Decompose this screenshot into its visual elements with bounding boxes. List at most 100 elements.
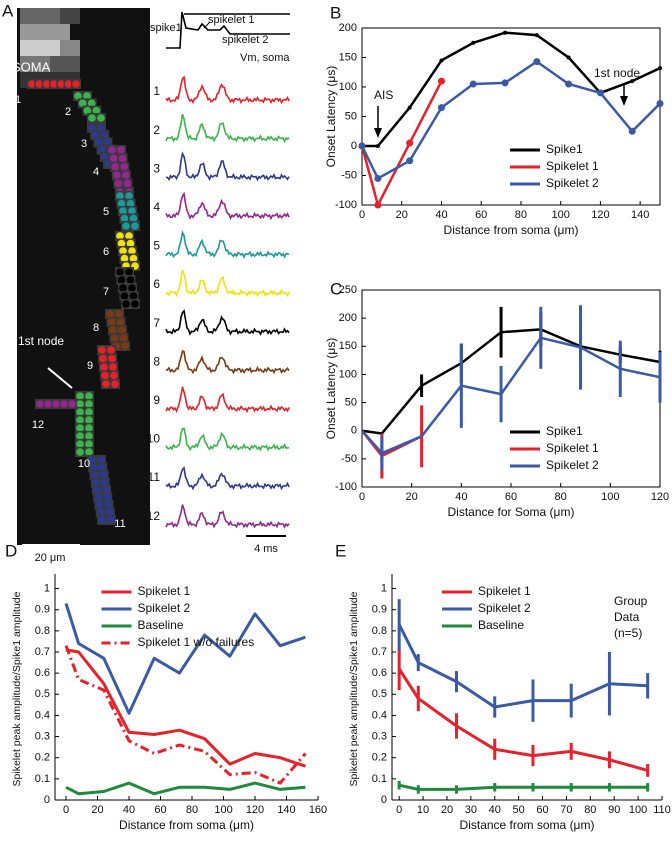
- legend-label: Spikelet 1: [546, 159, 599, 173]
- y-tick-label: 0.3: [372, 730, 387, 742]
- panel-letter: D: [5, 541, 17, 560]
- data-point: [374, 201, 382, 209]
- axon-dot: [78, 99, 87, 108]
- y-tick-label: 0.8: [372, 625, 387, 637]
- data-point: [375, 144, 380, 148]
- trace-label: 11: [148, 470, 161, 484]
- y-axis-label: Onset Latency (μs): [324, 66, 338, 168]
- y-tick-label: 0: [351, 425, 357, 437]
- x-tick-label: 30: [465, 804, 477, 816]
- axon-dot: [88, 456, 96, 464]
- y-axis-label: Spikelet peak amplitude/Spike1 amplitude: [11, 591, 23, 786]
- x-tick-label: 40: [489, 804, 501, 816]
- axon-dot: [90, 471, 99, 479]
- axon-dot: [99, 354, 107, 363]
- axon-dot: [76, 432, 84, 440]
- trace: [165, 191, 290, 221]
- trace: [165, 386, 290, 414]
- axon-dot: [88, 114, 96, 122]
- soma-pixel: [50, 56, 80, 72]
- data-point: [565, 80, 573, 88]
- axon-dot: [85, 432, 93, 440]
- data-point: [469, 80, 477, 88]
- plot-frame: [361, 27, 661, 206]
- x-tick-label: 0: [359, 209, 365, 221]
- trace-label: 12: [147, 509, 161, 523]
- axon-dot: [123, 179, 132, 188]
- segment-label: 9: [87, 360, 93, 372]
- x-tick-label: 20: [406, 491, 418, 503]
- axon-dot: [131, 300, 139, 308]
- data-point: [628, 127, 636, 135]
- axon-dot: [97, 124, 105, 132]
- axon-dot: [76, 448, 84, 456]
- trace-annotation: spikelet 1: [208, 14, 254, 26]
- node-label: 1st node: [18, 334, 64, 348]
- axon-dot: [108, 146, 116, 154]
- axon-dot: [100, 478, 109, 487]
- x-tick-label: 20: [441, 804, 453, 816]
- x-tick-label: 140: [631, 209, 649, 221]
- x-tick-label: 100: [601, 491, 619, 503]
- y-tick-label: -50: [341, 453, 357, 465]
- axon-dot: [115, 310, 123, 318]
- axon-dot: [96, 508, 105, 517]
- axon-dot: [91, 131, 99, 139]
- trace: [165, 504, 290, 529]
- trace-label: 9: [153, 393, 160, 407]
- axon-dot: [94, 138, 103, 147]
- y-tick-label: 1: [381, 582, 387, 594]
- trace-label: 4: [153, 200, 160, 214]
- annotation: Group: [614, 594, 648, 608]
- legend-label: Spikelet 2: [138, 601, 191, 615]
- axon-dot: [92, 106, 101, 115]
- annotation: (n=5): [614, 626, 642, 640]
- axon-dot: [120, 214, 129, 223]
- soma-pixel: [60, 40, 80, 56]
- legend-label: Spike1: [546, 142, 583, 156]
- panel-letter: A: [2, 1, 14, 20]
- x-tick-label: 80: [584, 804, 596, 816]
- data-point: [437, 77, 445, 85]
- axon-dot: [85, 448, 93, 456]
- axon-dot: [76, 424, 84, 432]
- y-tick-label: 150: [339, 340, 357, 352]
- y-tick-label: -100: [335, 481, 357, 493]
- axon-dot: [104, 501, 113, 509]
- axon-dot: [57, 80, 66, 88]
- axon-dot: [121, 342, 129, 350]
- x-tick-label: 0: [396, 804, 402, 816]
- trace: [165, 269, 290, 298]
- axon-dot: [64, 80, 73, 88]
- axon-dot: [100, 363, 108, 371]
- segment-label: 11: [114, 518, 125, 530]
- trace: [165, 350, 290, 375]
- axon-dot: [122, 222, 130, 230]
- trace: [165, 427, 290, 452]
- axon-dot: [120, 254, 129, 263]
- x-tick-label: 0: [359, 491, 365, 503]
- y-tick-label: 0.3: [35, 730, 50, 742]
- y-axis-label: Spikelet peak amplitude/Spike1 amplitude: [348, 591, 360, 786]
- segment-label: 12: [32, 419, 44, 431]
- axon-dot: [28, 80, 36, 88]
- y-tick-label: 0: [44, 794, 50, 806]
- x-tick-label: 120: [246, 804, 264, 816]
- axon-dot: [117, 276, 126, 284]
- panel-letter: E: [335, 541, 346, 560]
- axon-dot: [118, 154, 127, 163]
- axon-dot: [68, 400, 76, 408]
- y-tick-label: 0.1: [372, 773, 387, 785]
- axon-dot: [76, 400, 84, 408]
- soma-pixel: [20, 24, 70, 40]
- axon-dot: [72, 80, 80, 88]
- axon-dot: [114, 179, 123, 188]
- x-tick-label: 20: [91, 804, 103, 816]
- series-line: [398, 783, 648, 791]
- panel-letter: C: [330, 279, 342, 298]
- axon-dot: [85, 416, 93, 424]
- time-bar-label: 4 ms: [254, 543, 278, 555]
- trace-annotation: spikelet 2: [222, 34, 268, 46]
- data-point: [471, 40, 476, 45]
- axon-dot: [87, 99, 96, 108]
